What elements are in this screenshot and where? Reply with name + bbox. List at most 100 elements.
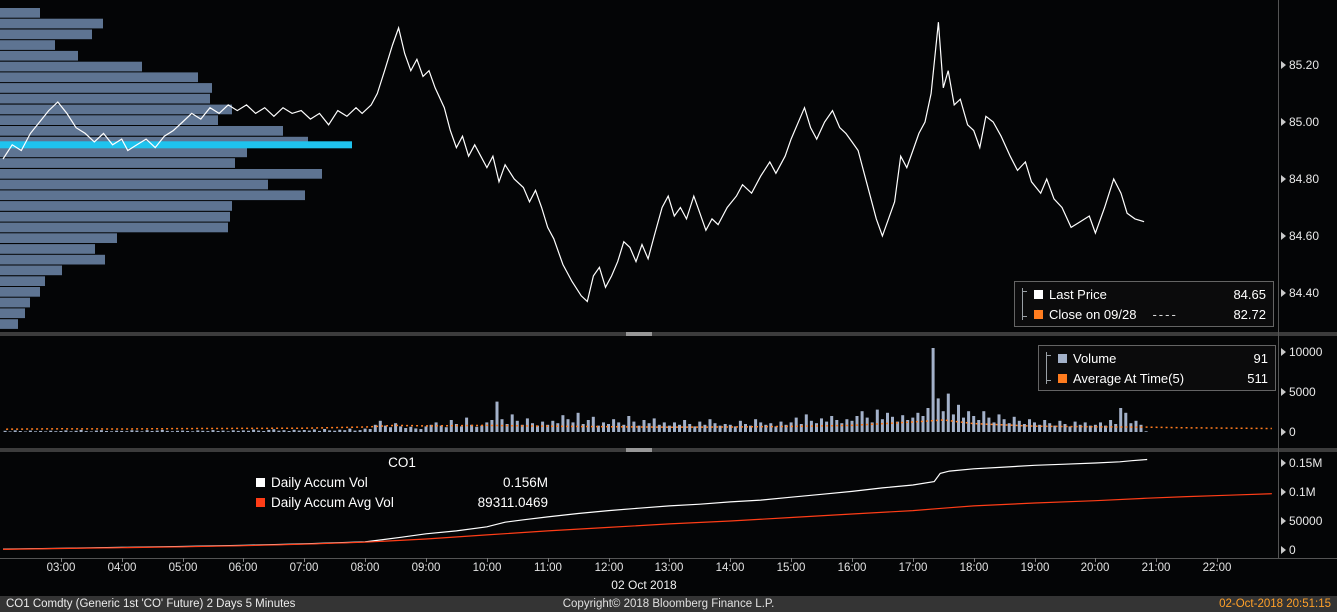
volume-bar	[678, 424, 681, 432]
time-axis-label: 03:00	[46, 562, 76, 574]
time-axis-label: 17:00	[898, 562, 928, 574]
volume-bar	[231, 430, 235, 432]
volume-bar	[54, 431, 58, 432]
volume-bar	[8, 431, 12, 432]
volume-bar	[419, 429, 423, 432]
axis-tick-arrow-icon	[1281, 459, 1286, 467]
volume-bar	[302, 430, 306, 432]
accum-volume-legend[interactable]: CO1 Daily Accum Vol 0.156M Daily Accum A…	[256, 455, 548, 512]
volume-bar	[728, 424, 732, 432]
panel-resize-handle[interactable]	[626, 448, 652, 452]
volume-bar	[216, 431, 220, 432]
volume-bar	[622, 424, 626, 432]
axis-tick-label: 50000	[1289, 514, 1323, 528]
volume-profile-bar	[0, 233, 117, 243]
volume-profile-bar	[0, 297, 30, 308]
volume-bar	[647, 423, 651, 432]
volume-bar	[718, 425, 722, 432]
volume-bar	[1073, 421, 1077, 432]
volume-bar	[886, 412, 889, 432]
volume-bar	[495, 401, 499, 432]
accum-vol-line	[2, 458, 1148, 550]
volume-bar	[236, 430, 240, 432]
time-axis-tick	[183, 558, 184, 562]
volume-bar	[201, 430, 205, 432]
axis-tick-arrow-icon	[1281, 546, 1286, 554]
last-price-value: 84.65	[1233, 286, 1266, 302]
volume-profile-bar	[0, 147, 247, 158]
volume-bar	[49, 430, 53, 432]
accum-avg-vol-line	[2, 493, 1272, 550]
volume-bar	[454, 424, 458, 432]
volume-bar	[556, 423, 560, 432]
volume-bar	[764, 424, 768, 432]
axis-tick-arrow-icon	[1281, 388, 1286, 396]
accum-axis-tick: 0.15M	[1281, 455, 1322, 471]
volume-chart-canvas[interactable]	[0, 336, 1278, 448]
volume-bar	[754, 419, 758, 432]
volume-profile-bar	[0, 126, 283, 136]
volume-bar	[252, 429, 256, 432]
legend-row-volume[interactable]: Volume 91	[1058, 348, 1268, 368]
volume-bar	[738, 420, 742, 432]
volume-value: 91	[1253, 350, 1268, 366]
legend-row-average-at-time[interactable]: Average At Time(5) 511	[1058, 368, 1268, 388]
volume-bar	[683, 420, 687, 432]
axis-tick-arrow-icon	[1281, 289, 1286, 297]
volume-bar	[1033, 422, 1036, 432]
price-axis-tick: 85.00	[1281, 114, 1319, 130]
volume-bar	[1012, 416, 1016, 432]
accum-volume-chart-canvas[interactable]	[0, 452, 1278, 558]
legend-row-daily-accum-avg-vol[interactable]: Daily Accum Avg Vol 89311.0469	[256, 492, 548, 512]
volume-bar	[94, 430, 98, 432]
time-axis-tick	[1035, 558, 1036, 562]
time-axis-label: 04:00	[107, 562, 137, 574]
legend-row-last-price[interactable]: Last Price 84.65	[1034, 284, 1266, 304]
volume-bar	[591, 416, 595, 432]
volume-profile-bar	[0, 104, 232, 115]
time-axis-label: 18:00	[959, 562, 989, 574]
volume-bar	[723, 424, 727, 432]
volume-profile-bar	[0, 222, 228, 233]
axis-tick-label: 0	[1289, 543, 1296, 557]
volume-bar	[637, 425, 641, 432]
legend-row-close[interactable]: Close on 09/28 ---- 82.72	[1034, 304, 1266, 324]
volume-bar	[89, 431, 93, 432]
volume-bar	[328, 430, 332, 432]
volume-swatch	[1058, 353, 1067, 363]
volume-profile-bar	[0, 211, 230, 222]
volume-bar	[602, 422, 605, 432]
price-axis-tick: 84.60	[1281, 228, 1319, 244]
volume-profile-bar	[0, 158, 235, 168]
volume-bar	[962, 417, 965, 432]
price-legend[interactable]: Last Price 84.65 Close on 09/28 ---- 82.…	[1014, 281, 1274, 327]
price-chart-canvas[interactable]	[0, 0, 1278, 332]
volume-profile-bar	[0, 18, 103, 29]
volume-bar	[297, 430, 301, 432]
volume-bar	[69, 431, 73, 432]
volume-bar	[394, 423, 398, 432]
volume-bar	[368, 429, 372, 432]
volume-bar	[373, 424, 377, 432]
volume-bar	[997, 414, 1001, 432]
time-axis-label: 21:00	[1141, 562, 1171, 574]
volume-legend[interactable]: Volume 91 Average At Time(5) 511	[1038, 345, 1276, 391]
volume-bar	[901, 415, 905, 432]
time-axis-tick	[61, 558, 62, 562]
volume-profile-bar	[0, 93, 210, 104]
last-price-label: Last Price	[1049, 286, 1107, 302]
volume-bar	[779, 421, 783, 432]
volume-bar	[855, 416, 859, 432]
volume-bar	[566, 419, 570, 432]
panel-resize-handle[interactable]	[626, 332, 652, 336]
legend-row-daily-accum-vol[interactable]: Daily Accum Vol 0.156M	[256, 472, 548, 492]
volume-profile-bar	[0, 8, 40, 18]
volume-profile-bar	[0, 308, 25, 319]
volume-profile-bar	[0, 72, 198, 83]
volume-bar	[59, 431, 63, 432]
status-bar: CO1 Comdty (Generic 1st 'CO' Future) 2 D…	[0, 596, 1337, 612]
volume-bar	[1022, 424, 1026, 432]
volume-bar	[439, 425, 443, 432]
volume-bar	[353, 430, 357, 432]
volume-bar	[343, 430, 347, 432]
